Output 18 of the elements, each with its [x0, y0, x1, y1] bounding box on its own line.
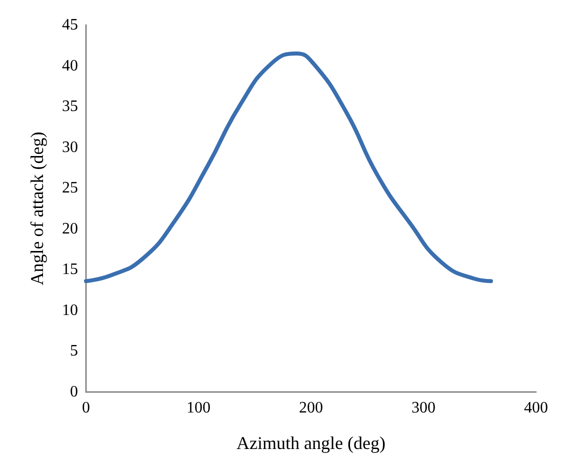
x-axis-title: Azimuth angle (deg) — [236, 433, 386, 453]
y-tick-label: 30 — [62, 138, 78, 156]
x-tick-label: 300 — [412, 400, 436, 416]
y-tick-label: 10 — [62, 302, 78, 319]
x-tick-label: 100 — [186, 400, 210, 416]
x-tick-label: 0 — [82, 400, 90, 416]
y-tick-label: 25 — [62, 180, 78, 197]
y-tick-label: 5 — [70, 342, 78, 360]
x-tick-label: 400 — [524, 400, 548, 416]
line-series — [84, 52, 493, 284]
y-axis-title: Angle of attack (deg) — [27, 132, 47, 286]
y-tick-label: 20 — [62, 220, 78, 238]
y-tick-label: 15 — [62, 261, 78, 278]
y-tick-label: 45 — [62, 16, 78, 34]
y-tick-label: 35 — [62, 98, 78, 116]
y-tick-label: 0 — [70, 384, 78, 400]
x-tick-label: 200 — [299, 400, 323, 416]
y-tick-label: 40 — [62, 57, 78, 74]
